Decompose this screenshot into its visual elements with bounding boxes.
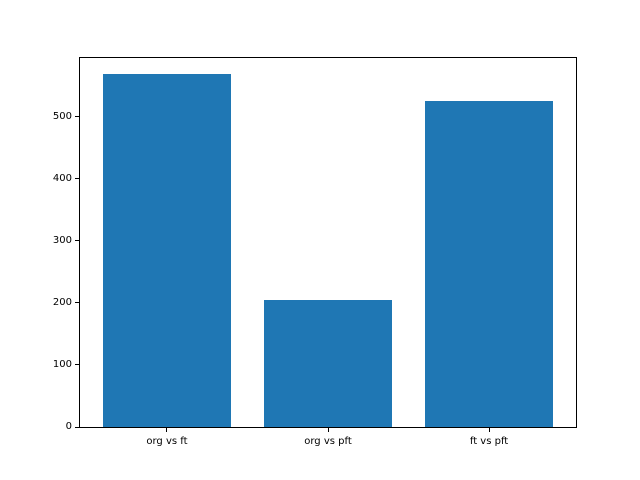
bar [102, 73, 232, 427]
y-tick-mark [75, 178, 79, 180]
bar [424, 101, 554, 427]
x-tick-label: org vs pft [304, 436, 352, 447]
y-tick-label: 200 [52, 296, 72, 308]
x-tick-mark [327, 428, 329, 432]
y-tick-label: 300 [52, 234, 72, 246]
y-tick-mark [75, 116, 79, 118]
x-tick-label: org vs ft [146, 436, 188, 447]
y-tick-mark [75, 240, 79, 242]
plot-area [79, 57, 577, 428]
x-tick-label: ft vs pft [469, 436, 509, 447]
y-tick-label: 0 [65, 421, 72, 432]
bar [263, 299, 393, 427]
x-tick-mark [166, 428, 168, 432]
y-tick-label: 100 [52, 358, 72, 370]
y-tick-mark [75, 302, 79, 304]
y-tick-mark [75, 426, 79, 428]
x-tick-mark [488, 428, 490, 432]
y-tick-mark [75, 364, 79, 366]
y-tick-label: 500 [52, 110, 72, 122]
y-tick-label: 400 [52, 172, 72, 184]
